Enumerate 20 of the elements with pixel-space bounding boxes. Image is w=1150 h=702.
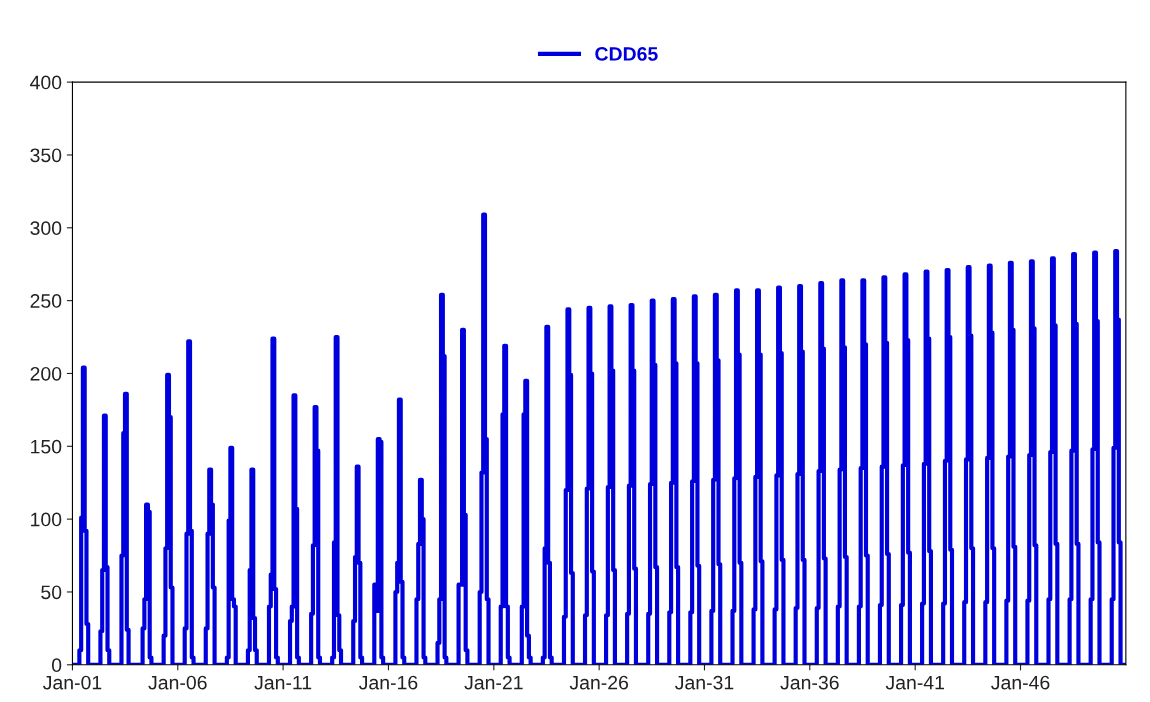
x-tick-label: Jan-46 xyxy=(991,675,1050,690)
x-tick-label: Jan-36 xyxy=(780,675,839,690)
x-tick-label: Jan-26 xyxy=(569,675,629,690)
y-tick-label: 150 xyxy=(31,439,62,454)
y-tick-label: 0 xyxy=(51,658,62,673)
x-tick-label: Jan-41 xyxy=(885,675,944,690)
y-tick-label: 250 xyxy=(30,294,62,308)
x-tick-label: Jan-06 xyxy=(148,675,207,690)
y-tick-label: 300 xyxy=(30,221,62,236)
x-tick-label: Jan-16 xyxy=(359,675,418,690)
x-tick-label: Jan-11 xyxy=(254,675,312,690)
y-tick-label: 400 xyxy=(30,75,62,90)
y-tick-label: 100 xyxy=(31,512,62,527)
x-tick-label: Jan-31 xyxy=(675,675,734,690)
x-tick-label: Jan-01 xyxy=(43,675,102,690)
x-tick-label: Jan-21 xyxy=(464,675,523,690)
y-tick-label: 200 xyxy=(30,366,62,381)
y-tick-label: 350 xyxy=(30,148,62,163)
legend-label: CDD65 xyxy=(595,47,658,61)
y-tick-label: 50 xyxy=(41,585,62,600)
